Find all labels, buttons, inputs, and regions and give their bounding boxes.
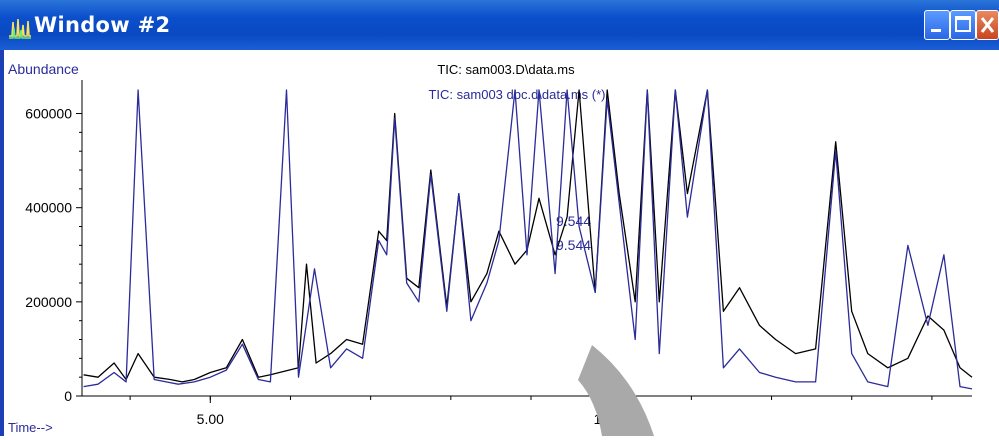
x-tick-label: 5.00 bbox=[197, 411, 224, 427]
minimize-icon bbox=[931, 29, 941, 32]
series-line-2 bbox=[83, 89, 973, 390]
cursor-overlay bbox=[578, 345, 654, 436]
window-titlebar[interactable]: Window #2 bbox=[0, 0, 999, 51]
minimize-button[interactable] bbox=[924, 10, 950, 40]
y-tick-label: 400000 bbox=[25, 200, 72, 216]
close-icon bbox=[980, 17, 995, 33]
peak-annotation-2: 9.544 bbox=[556, 237, 591, 253]
chromatogram-icon bbox=[9, 18, 31, 39]
y-tick-label: 0 bbox=[64, 388, 72, 404]
maximize-icon bbox=[955, 16, 971, 32]
chromatogram-plot[interactable]: Abundance TIC: sam003.D\data.ms TIC: sam… bbox=[0, 50, 999, 436]
peak-annotation-1: 9.544 bbox=[556, 213, 591, 229]
chart-subtitle: TIC: sam003 dbc.d\data.ms (*) bbox=[428, 87, 605, 102]
y-axis-label: Abundance bbox=[8, 61, 79, 77]
y-tick-label: 600000 bbox=[25, 106, 72, 122]
chart-title: TIC: sam003.D\data.ms bbox=[437, 62, 575, 77]
y-tick-label: 200000 bbox=[25, 294, 72, 310]
maximize-button[interactable] bbox=[950, 10, 976, 40]
close-button[interactable] bbox=[976, 10, 999, 40]
chromatogram-chart[interactable]: Abundance TIC: sam003.D\data.ms TIC: sam… bbox=[4, 50, 999, 436]
x-axis-label: Time--> bbox=[8, 420, 53, 435]
window-title: Window #2 bbox=[34, 13, 171, 37]
series-line-1 bbox=[83, 89, 973, 383]
